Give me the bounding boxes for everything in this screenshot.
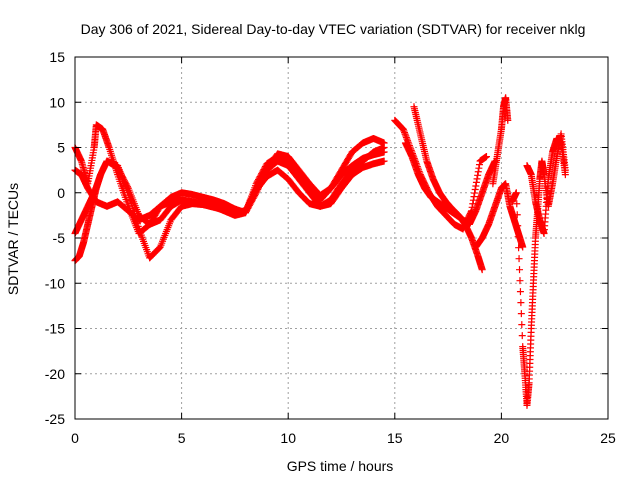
series-arc-g — [401, 139, 499, 228]
axis-ticks: 0 5 10 15 20 25 -25 -20 -15 -10 -5 0 5 10 15 — [45, 49, 616, 446]
data-point — [474, 168, 482, 176]
data-point — [245, 201, 253, 209]
data-point — [248, 195, 256, 203]
y-tick-label: -20 — [45, 366, 65, 382]
y-tick-label: -5 — [53, 230, 66, 246]
chart-title: Day 306 of 2021, Sidereal Day-to-day VTE… — [81, 21, 586, 37]
data-point — [519, 243, 527, 251]
grid-lines — [75, 57, 608, 419]
y-tick-label: 10 — [49, 94, 65, 110]
series-arc-h — [472, 180, 527, 251]
data-point — [399, 125, 407, 133]
series-arc-d — [71, 157, 388, 224]
data-series — [71, 94, 569, 409]
y-tick-label: 15 — [49, 49, 65, 65]
data-point — [470, 193, 478, 201]
data-point — [472, 182, 480, 190]
data-point — [471, 186, 479, 194]
y-axis-label: SDTVAR / TECUs — [5, 183, 21, 295]
data-point — [515, 244, 523, 252]
data-point — [243, 204, 251, 212]
data-point — [504, 116, 512, 124]
data-point — [516, 277, 524, 285]
data-point — [380, 157, 388, 165]
data-point — [482, 153, 490, 161]
data-point — [247, 196, 255, 204]
data-point — [250, 190, 258, 198]
data-point — [246, 198, 254, 206]
data-point — [475, 164, 483, 172]
data-point — [478, 266, 486, 274]
data-point — [475, 161, 483, 169]
x-tick-label: 0 — [71, 430, 79, 446]
data-point — [401, 129, 409, 137]
data-point — [245, 199, 253, 207]
data-point — [402, 133, 410, 141]
data-point — [244, 202, 252, 210]
x-tick-label: 20 — [494, 430, 510, 446]
data-point — [474, 171, 482, 179]
data-point — [517, 299, 525, 307]
data-point — [400, 127, 408, 135]
data-point — [380, 139, 388, 147]
data-point — [513, 211, 521, 219]
x-tick-label: 10 — [280, 430, 296, 446]
data-point — [512, 189, 520, 197]
data-point — [514, 222, 522, 230]
x-tick-label: 15 — [387, 430, 403, 446]
data-point — [242, 207, 250, 215]
data-point — [518, 321, 526, 329]
data-point — [514, 233, 522, 241]
series-arc-j — [508, 130, 569, 409]
data-point — [516, 266, 524, 274]
data-point — [248, 193, 256, 201]
data-point — [249, 192, 257, 200]
data-point — [402, 132, 410, 140]
data-point — [472, 178, 480, 186]
y-tick-label: -25 — [45, 411, 65, 427]
data-point — [515, 255, 523, 263]
series-arc-c — [71, 121, 388, 237]
data-point — [561, 171, 569, 179]
data-point — [471, 189, 479, 197]
data-point — [518, 332, 526, 340]
data-point — [242, 205, 250, 213]
data-point — [517, 310, 525, 318]
series-arc-i — [489, 94, 512, 188]
data-point — [469, 196, 477, 204]
y-tick-label: 5 — [57, 140, 65, 156]
series-arc-k — [523, 134, 569, 237]
y-tick-label: -10 — [45, 275, 65, 291]
y-tick-label: -15 — [45, 321, 65, 337]
y-tick-label: 0 — [57, 185, 65, 201]
x-tick-label: 25 — [600, 430, 616, 446]
data-point — [513, 200, 521, 208]
x-tick-label: 5 — [178, 430, 186, 446]
data-point — [473, 175, 481, 183]
data-point — [251, 189, 259, 197]
data-point — [401, 130, 409, 138]
x-axis-label: GPS time / hours — [287, 458, 394, 474]
data-point — [516, 288, 524, 296]
data-point — [403, 135, 411, 143]
data-point — [469, 200, 477, 208]
